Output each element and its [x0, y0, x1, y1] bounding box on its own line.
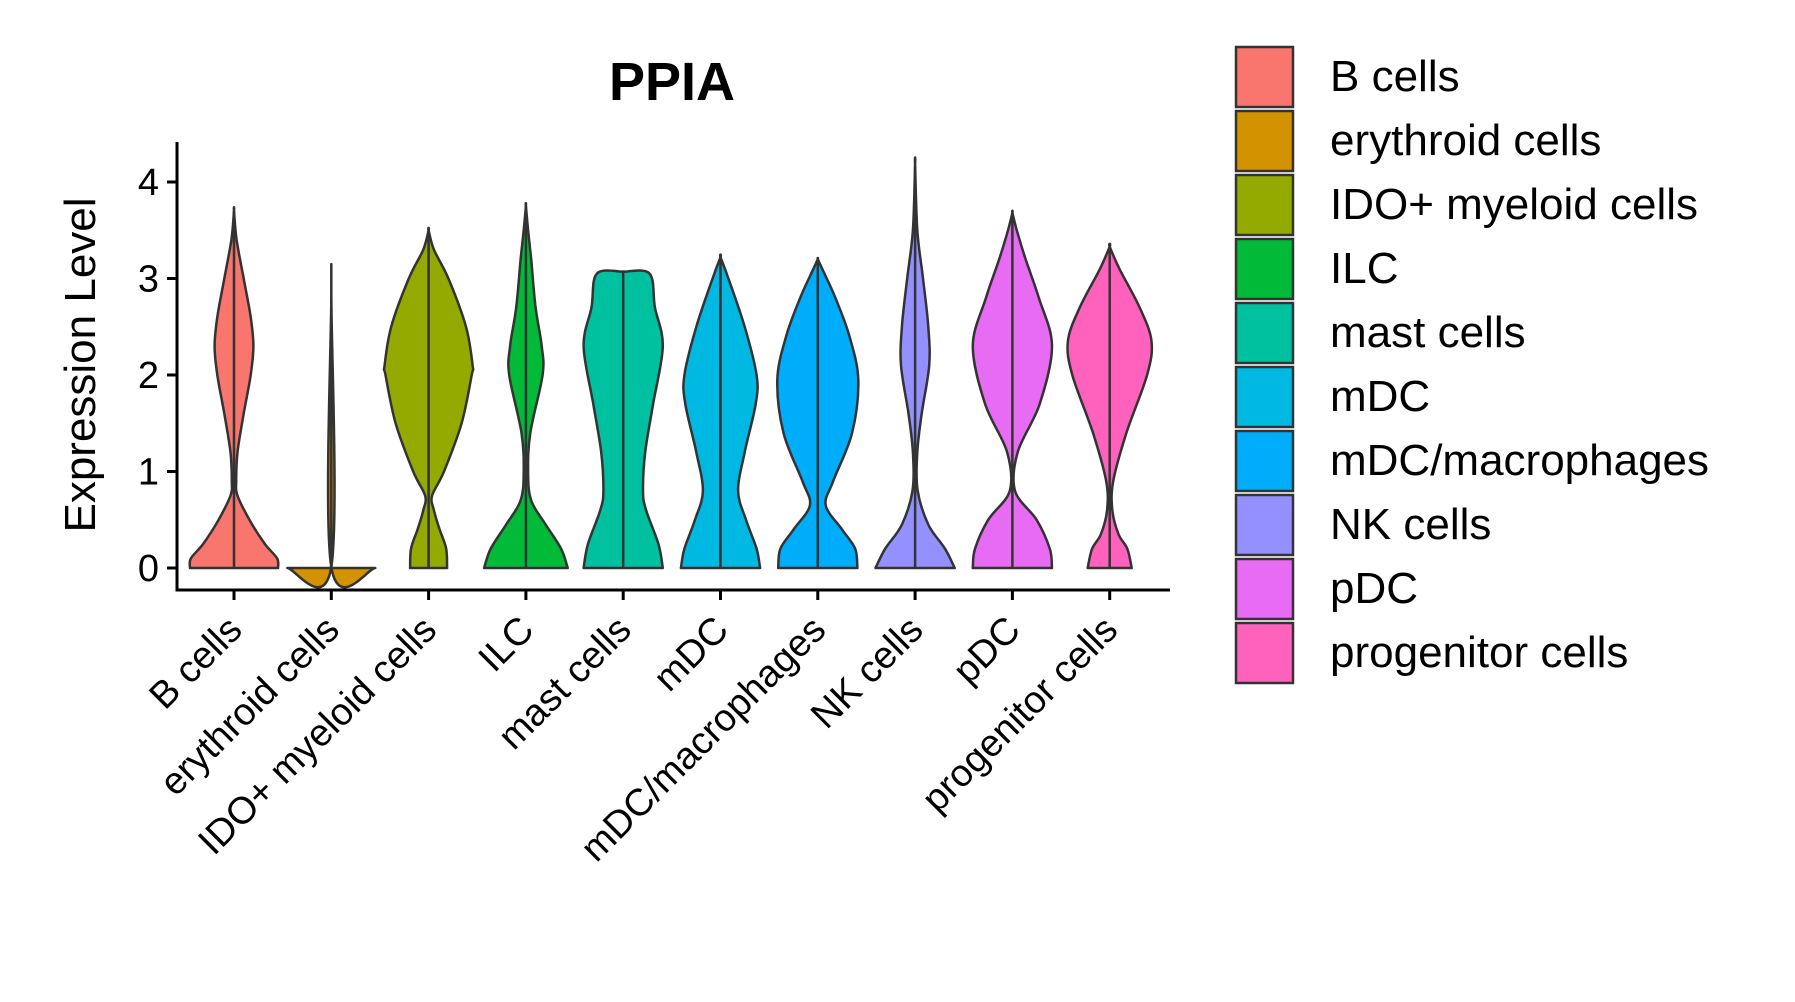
legend-label-1: erythroid cells — [1330, 116, 1601, 165]
legend-label-2: IDO+ myeloid cells — [1330, 180, 1698, 229]
x-tick-label-5: mDC — [646, 609, 737, 700]
legend-label-6: mDC/macrophages — [1330, 436, 1709, 485]
legend-label-5: mDC — [1330, 372, 1430, 421]
y-tick-label-0: 0 — [138, 548, 159, 590]
legend-label-4: mast cells — [1330, 308, 1526, 357]
legend-key-6 — [1234, 429, 1295, 493]
legend-key-3 — [1234, 237, 1295, 301]
y-tick-label-3: 3 — [138, 259, 159, 301]
legend-key-0 — [1234, 45, 1295, 109]
legend-key-9 — [1234, 621, 1295, 685]
y-tick-label-1: 1 — [138, 452, 159, 494]
legend-label-9: progenitor cells — [1330, 628, 1628, 677]
legend-label-7: NK cells — [1330, 500, 1491, 549]
x-tick-label-8: pDC — [945, 609, 1028, 692]
legend-key-5 — [1234, 365, 1295, 429]
y-tick-label-2: 2 — [138, 355, 159, 397]
legend: B cells erythroid cells IDO+ myeloid cells… — [1234, 45, 1709, 685]
legend-label-0: B cells — [1330, 52, 1460, 101]
legend-key-4 — [1234, 301, 1295, 365]
legend-label-8: pDC — [1330, 564, 1418, 613]
legend-key-1 — [1234, 109, 1295, 173]
legend-key-8 — [1234, 557, 1295, 621]
legend-key-2 — [1234, 173, 1295, 237]
legend-label-3: ILC — [1330, 244, 1398, 293]
y-tick-label-4: 4 — [138, 162, 159, 204]
x-tick-label-3: ILC — [471, 609, 543, 681]
y-axis-label: Expression Level — [56, 197, 105, 532]
legend-key-7 — [1234, 493, 1295, 557]
chart-title: PPIA — [609, 52, 735, 112]
